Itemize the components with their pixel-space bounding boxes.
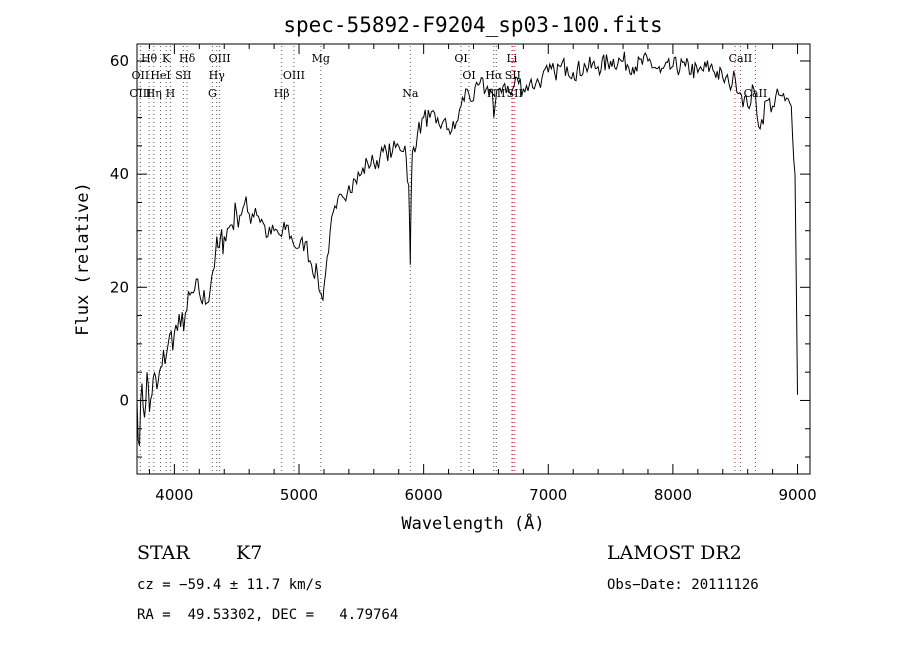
line-label-23: SII bbox=[507, 87, 523, 100]
line-label-16: OIII bbox=[129, 87, 151, 100]
line-label-14: Hα bbox=[485, 69, 503, 82]
line-label-10: SII bbox=[175, 69, 191, 82]
line-label-22: NII bbox=[487, 87, 505, 100]
line-markers bbox=[139, 46, 756, 474]
line-label-21: Na bbox=[402, 87, 419, 100]
chart-title: spec-55892-F9204_sp03-100.fits bbox=[283, 13, 662, 37]
line-label-5: OI bbox=[454, 52, 467, 65]
line-label-15: SII bbox=[505, 69, 521, 82]
y-axis-label: Flux (relative) bbox=[73, 182, 93, 336]
y-tick-label-40: 40 bbox=[110, 165, 129, 183]
line-label-7: CaII bbox=[729, 52, 753, 65]
survey-name: LAMOST DR2 bbox=[607, 542, 742, 564]
line-label-20: Hβ bbox=[274, 87, 290, 100]
object-class: STAR bbox=[137, 542, 190, 564]
line-label-6: Li bbox=[506, 52, 517, 65]
line-label-17: Hη bbox=[146, 87, 162, 100]
line-label-24: CaII bbox=[744, 87, 768, 100]
line-label-0: Hθ bbox=[141, 52, 158, 65]
x-tick-label-6000: 6000 bbox=[405, 486, 443, 504]
x-tick-label-4000: 4000 bbox=[155, 486, 193, 504]
observation-date: Obs−Date: 20111126 bbox=[607, 577, 759, 593]
object-subclass: K7 bbox=[236, 542, 263, 564]
y-tick-label-0: 0 bbox=[119, 391, 129, 409]
line-label-2: Hδ bbox=[179, 52, 196, 65]
line-label-3: OIII bbox=[209, 52, 231, 65]
x-tick-label-8000: 8000 bbox=[654, 486, 692, 504]
line-label-13: OI bbox=[462, 69, 475, 82]
spectrum-series bbox=[136, 51, 798, 446]
x-tick-label-7000: 7000 bbox=[529, 486, 567, 504]
coordinates: RA = 49.53302, DEC = 4.79764 bbox=[137, 607, 399, 623]
line-label-12: OIII bbox=[283, 69, 305, 82]
line-label-11: Hγ bbox=[209, 69, 226, 82]
x-tick-label-5000: 5000 bbox=[280, 486, 318, 504]
line-label-18: H bbox=[166, 87, 176, 100]
line-label-9: HeI bbox=[150, 69, 170, 82]
x-tick-label-9000: 9000 bbox=[778, 486, 816, 504]
redshift-velocity: cz = −59.4 ± 11.7 km/s bbox=[137, 577, 323, 593]
y-tick-label-20: 20 bbox=[110, 278, 129, 296]
y-tick-label-60: 60 bbox=[110, 52, 129, 70]
line-label-1: K bbox=[162, 52, 171, 65]
axis-ticks: 4000 5000 6000 7000 8000 9000 0 20 40 60 bbox=[110, 44, 817, 504]
line-label-19: G bbox=[208, 87, 217, 100]
line-label-4: Mg bbox=[312, 52, 330, 65]
line-label-8: OII bbox=[132, 69, 150, 82]
plot-frame bbox=[136, 43, 811, 475]
x-axis-label: Wavelength (Å) bbox=[401, 512, 544, 534]
spectrum-line bbox=[136, 51, 798, 446]
